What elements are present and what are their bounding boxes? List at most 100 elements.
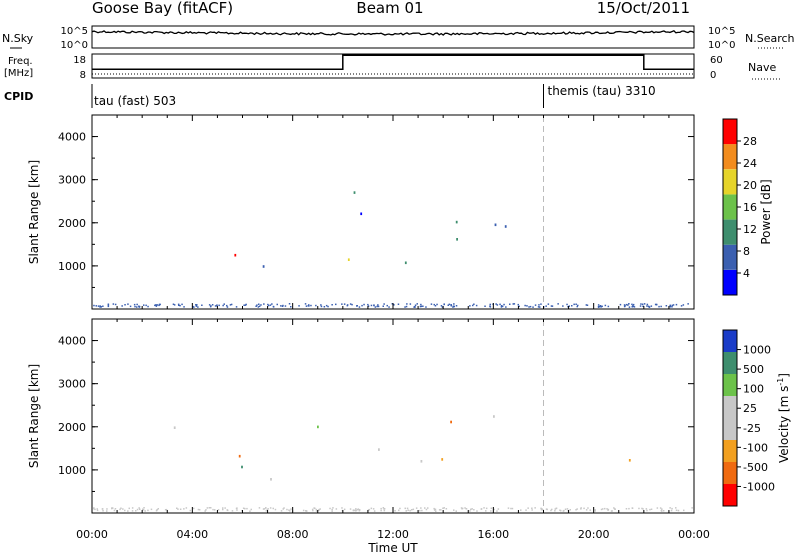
power-pixel <box>351 303 353 306</box>
power-pixel <box>641 303 644 305</box>
power-pixel <box>263 303 265 305</box>
power-pixel <box>413 306 416 308</box>
velocity-pixel <box>443 507 445 509</box>
velocity-pixel <box>649 508 651 511</box>
power-pixel <box>234 253 237 257</box>
power-pixel <box>420 305 423 308</box>
velocity-pixel <box>114 508 117 510</box>
velocity-pixel <box>356 508 359 511</box>
power-pixel <box>585 304 588 306</box>
velocity-pixel <box>394 510 396 512</box>
velocity-pixel <box>319 508 321 510</box>
power-pixel <box>341 303 343 305</box>
velocity-pixel <box>274 508 277 511</box>
velocity-y-tick-label: 1000 <box>58 464 86 477</box>
velocity-pixel <box>267 508 269 510</box>
velocity-x-ticks <box>91 319 695 513</box>
velocity-pixel <box>675 509 678 511</box>
velocity-pixel <box>631 507 634 509</box>
velocity-pixel <box>283 507 285 509</box>
power-pixel <box>325 304 328 307</box>
power-colorbar-ticks: 4 8 12 16 20 24 28 <box>737 135 757 280</box>
power-colorbar-tick-label: 28 <box>743 135 757 148</box>
power-pixel <box>597 306 600 308</box>
power-pixel <box>660 305 662 308</box>
power-y-tick-label: 1000 <box>58 260 86 273</box>
velocity-pixel <box>525 509 527 511</box>
power-pixel <box>136 306 138 308</box>
power-pixel <box>304 303 307 305</box>
power-pixel <box>469 305 471 307</box>
power-pixel <box>280 305 282 307</box>
velocity-colorbar-tick-label: -1000 <box>743 480 775 493</box>
power-panel: 1000 2000 3000 4000 Slant Range [km] <box>27 114 695 310</box>
power-pixel <box>320 304 322 306</box>
power-pixel <box>358 306 361 308</box>
power-pixel <box>425 306 427 308</box>
power-pixel <box>430 303 433 305</box>
power-pixel <box>517 303 519 306</box>
velocity-pixel <box>569 509 571 511</box>
freq-right-tick-top: 60 <box>710 55 723 66</box>
power-pixel <box>623 304 626 306</box>
velocity-pixel <box>226 509 228 511</box>
power-pixel <box>456 238 458 241</box>
velocity-pixel <box>580 507 582 509</box>
power-pixel <box>545 305 547 307</box>
velocity-colorbar-tick-label: -25 <box>743 422 761 435</box>
power-pixel <box>562 305 564 307</box>
velocity-pixel <box>562 510 565 512</box>
power-pixel <box>281 305 284 307</box>
velocity-pixel <box>111 507 113 510</box>
power-pixel <box>604 304 607 307</box>
velocity-pixel <box>241 465 243 469</box>
velocity-pixel <box>445 508 448 510</box>
power-pixel <box>129 305 132 308</box>
power-pixel <box>244 304 247 306</box>
power-pixel <box>193 306 195 308</box>
power-pixel <box>601 305 603 308</box>
velocity-pixel <box>358 509 361 511</box>
power-pixel <box>216 304 218 306</box>
frequency-panel: Freq. [MHz] 18 8 60 0 Nave <box>4 53 780 81</box>
x-tick-labels: 00:00 04:00 08:00 12:00 16:00 20:00 00:00 <box>76 528 710 541</box>
velocity-pixel <box>331 510 333 512</box>
velocity-pixel <box>407 509 409 511</box>
power-pixel <box>419 305 422 308</box>
power-pixel <box>573 303 575 306</box>
velocity-pixel <box>398 509 400 512</box>
velocity-pixel <box>483 507 485 509</box>
velocity-pixel <box>551 508 553 511</box>
power-pixel <box>100 306 102 308</box>
power-pixel <box>440 305 443 307</box>
velocity-pixel <box>144 510 146 512</box>
velocity-pixel <box>205 509 207 511</box>
power-pixel <box>669 304 672 307</box>
power-pixel <box>680 305 683 307</box>
power-pixel <box>571 305 573 307</box>
power-pixel <box>669 306 672 308</box>
power-pixel <box>235 306 238 308</box>
noise-right-tick-bottom: 10^0 <box>708 40 735 51</box>
power-pixel <box>495 303 497 305</box>
velocity-pixel <box>380 507 382 510</box>
velocity-pixel <box>352 509 355 512</box>
power-pixel <box>675 303 678 306</box>
velocity-pixel <box>490 507 493 509</box>
power-pixel <box>540 303 542 305</box>
velocity-pixel <box>305 510 307 512</box>
velocity-pixel <box>440 509 442 511</box>
velocity-pixel <box>208 507 211 509</box>
velocity-pixel <box>157 508 159 510</box>
velocity-pixel <box>613 507 615 509</box>
velocity-colorbar-ticks: -1000 -500 -100 -25 25 100 500 1000 <box>737 344 775 493</box>
power-pixel <box>420 303 422 306</box>
velocity-pixel <box>589 509 591 511</box>
power-pixel <box>177 303 180 306</box>
power-pixel <box>255 305 257 307</box>
velocity-pixel <box>128 507 130 510</box>
velocity-colorbar-swatch <box>723 396 737 418</box>
velocity-pixel <box>331 508 333 511</box>
power-pixel <box>537 306 540 308</box>
